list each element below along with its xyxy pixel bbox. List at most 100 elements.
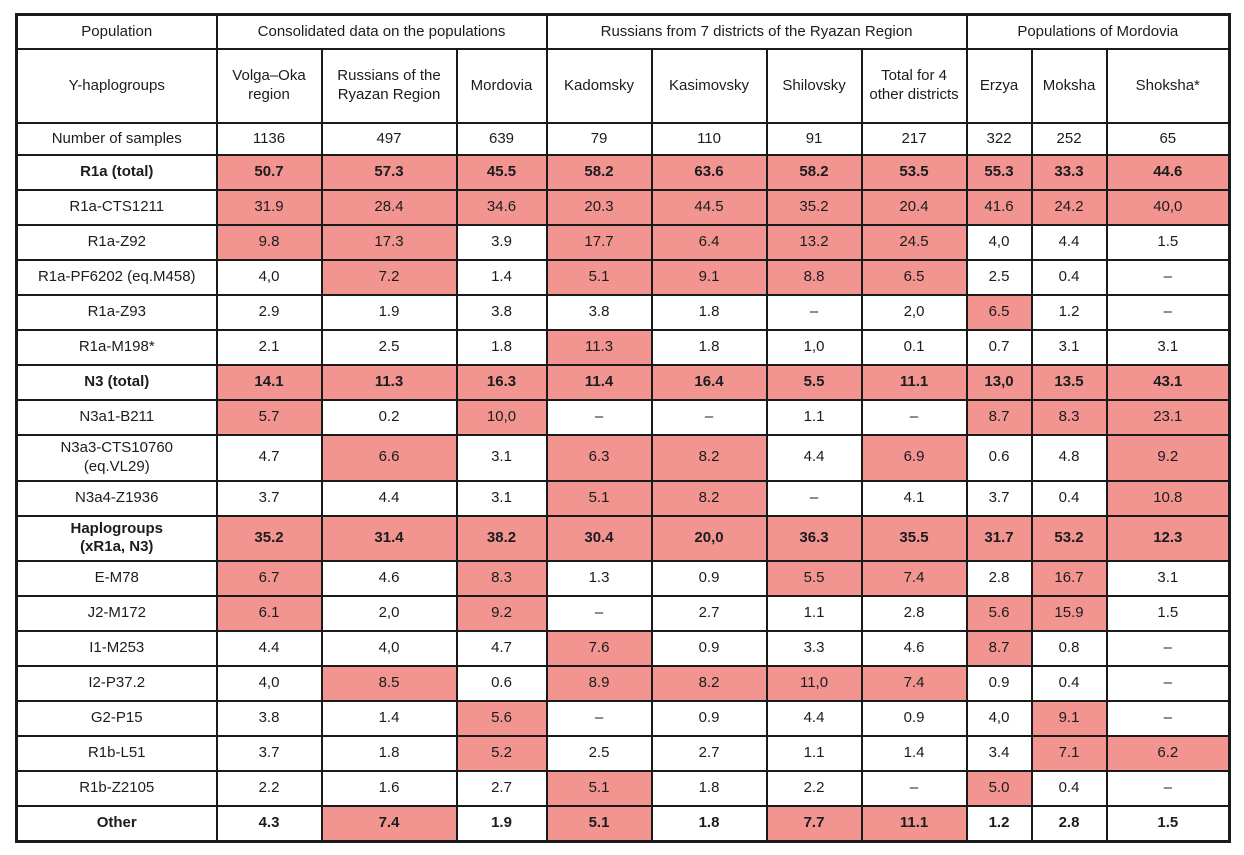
value-cell: 6.5 xyxy=(965,294,1033,331)
value-cell: – xyxy=(650,399,768,436)
value-cell: 9.8 xyxy=(215,224,323,261)
value-cell: 3.1 xyxy=(455,479,548,517)
value-cell: 8.5 xyxy=(320,665,458,702)
value-cell: 1.6 xyxy=(320,770,458,807)
value-cell: 4.8 xyxy=(1030,434,1108,482)
value-cell: 2.8 xyxy=(965,560,1033,597)
value-cell: 2.7 xyxy=(455,770,548,807)
value-cell: 6.1 xyxy=(215,595,323,632)
value-cell: 1.5 xyxy=(1105,805,1231,843)
table-row: R1a-CTS1211 31.9 28.4 34.6 20.3 44.5 35.2 20.4 4… xyxy=(15,189,1231,226)
value-cell: 1.4 xyxy=(860,735,968,772)
row-label: N3a1-B211 xyxy=(15,399,218,436)
value-cell: 6.2 xyxy=(1105,735,1231,772)
value-cell: – xyxy=(1105,294,1231,331)
value-cell: 36.3 xyxy=(765,514,863,562)
value-cell: 1.9 xyxy=(320,294,458,331)
value-cell: 2.7 xyxy=(650,735,768,772)
value-cell: 1.1 xyxy=(765,399,863,436)
table-row: I1-M253 4.4 4,0 4.7 7.6 0.9 3.3 4.6 8.7 0.8– xyxy=(15,630,1231,667)
value-cell: 4.7 xyxy=(455,630,548,667)
value-cell: – xyxy=(765,479,863,517)
table-row: R1a-Z93 2.9 1.9 3.8 3.8 1.8–2,0 6.5 1.2– xyxy=(15,294,1231,331)
value-cell: 0.4 xyxy=(1030,770,1108,807)
table-row: Haplogroups (xR1a, N3) 35.2 31.4 38.2 30.4 20… xyxy=(15,514,1231,562)
value-cell: 1136 xyxy=(215,122,323,156)
value-cell: – xyxy=(545,399,653,436)
value-cell: 1.9 xyxy=(455,805,548,843)
col-header-russians-ryazan-region: Russians of the Ryazan Region xyxy=(320,48,458,124)
value-cell: 11.3 xyxy=(545,329,653,366)
value-cell: 5.2 xyxy=(455,735,548,772)
table-row: Other 4.3 7.4 1.9 5.1 1.8 7.7 11.1 1.2 2.8 1.5 xyxy=(15,805,1231,843)
value-cell: 9.2 xyxy=(455,595,548,632)
row-label: N3a4-Z1936 xyxy=(15,479,218,517)
value-cell: 3.3 xyxy=(765,630,863,667)
value-cell: 1.3 xyxy=(545,560,653,597)
row-label: R1a-PF6202 (eq.M458) xyxy=(15,259,218,296)
value-cell: 5.5 xyxy=(765,560,863,597)
col-header-erzya: Erzya xyxy=(965,48,1033,124)
table-row: N3a4-Z1936 3.7 4.4 3.1 5.1 8.2–4.1 3.7 0.4 10.8 xyxy=(15,479,1231,517)
value-cell: 50.7 xyxy=(215,154,323,191)
value-cell: 7.4 xyxy=(860,560,968,597)
value-cell: 35.5 xyxy=(860,514,968,562)
value-cell: 3.8 xyxy=(215,700,323,737)
value-cell: 0.6 xyxy=(965,434,1033,482)
value-cell: 9.1 xyxy=(650,259,768,296)
value-cell: 5.5 xyxy=(765,364,863,401)
col-header-mordovia: Mordovia xyxy=(455,48,548,124)
row-label: E-M78 xyxy=(15,560,218,597)
value-cell: 5.1 xyxy=(545,805,653,843)
value-cell: 20.3 xyxy=(545,189,653,226)
value-cell: 9.2 xyxy=(1105,434,1231,482)
value-cell: – xyxy=(860,770,968,807)
value-cell: 0.9 xyxy=(860,700,968,737)
value-cell: 5.0 xyxy=(965,770,1033,807)
value-cell: 5.1 xyxy=(545,259,653,296)
value-cell: 7.4 xyxy=(860,665,968,702)
value-cell: 1.5 xyxy=(1105,595,1231,632)
value-cell: 3.8 xyxy=(455,294,548,331)
value-cell: 7.7 xyxy=(765,805,863,843)
value-cell: 16.3 xyxy=(455,364,548,401)
value-cell: 1.8 xyxy=(320,735,458,772)
value-cell: 1,0 xyxy=(765,329,863,366)
table-row: R1a-PF6202 (eq.M458) 4,0 7.2 1.4 5.1 9.1 8.8 6.… xyxy=(15,259,1231,296)
value-cell: 6.3 xyxy=(545,434,653,482)
value-cell: 2.5 xyxy=(545,735,653,772)
row-label: R1a-M198* xyxy=(15,329,218,366)
value-cell: 8.3 xyxy=(455,560,548,597)
value-cell: 0.2 xyxy=(320,399,458,436)
table-row: N3 (total) 14.1 11.3 16.3 11.4 16.4 5.5 11.1 13,… xyxy=(15,364,1231,401)
value-cell: 11.4 xyxy=(545,364,653,401)
value-cell: 2,0 xyxy=(320,595,458,632)
value-cell: 13,0 xyxy=(965,364,1033,401)
value-cell: 0.4 xyxy=(1030,665,1108,702)
value-cell: 7.4 xyxy=(320,805,458,843)
row-label: R1a (total) xyxy=(15,154,218,191)
value-cell: 11,0 xyxy=(765,665,863,702)
value-cell: 217 xyxy=(860,122,968,156)
row-label: R1a-CTS1211 xyxy=(15,189,218,226)
table-row: E-M78 6.7 4.6 8.3 1.3 0.9 5.5 7.4 2.8 16.7 3.1 xyxy=(15,560,1231,597)
value-cell: 2,0 xyxy=(860,294,968,331)
col-header-kadomsky: Kadomsky xyxy=(545,48,653,124)
value-cell: – xyxy=(1105,630,1231,667)
value-cell: 24.2 xyxy=(1030,189,1108,226)
col-header-shoksha: Shoksha* xyxy=(1105,48,1231,124)
value-cell: 1.4 xyxy=(320,700,458,737)
group-header-row: Population Consolidated data on the popu… xyxy=(15,13,1231,50)
value-cell: 53.2 xyxy=(1030,514,1108,562)
value-cell: 2.7 xyxy=(650,595,768,632)
value-cell: 44.5 xyxy=(650,189,768,226)
value-cell: 4.4 xyxy=(1030,224,1108,261)
value-cell: 35.2 xyxy=(215,514,323,562)
value-cell: 3.9 xyxy=(455,224,548,261)
value-cell: – xyxy=(1105,665,1231,702)
value-cell: 0.1 xyxy=(860,329,968,366)
value-cell: 1.8 xyxy=(650,770,768,807)
value-cell: 4.7 xyxy=(215,434,323,482)
table-row: R1b-L51 3.7 1.8 5.2 2.5 2.7 1.1 1.4 3.4 7.1 6.2 xyxy=(15,735,1231,772)
value-cell: 4.4 xyxy=(765,434,863,482)
